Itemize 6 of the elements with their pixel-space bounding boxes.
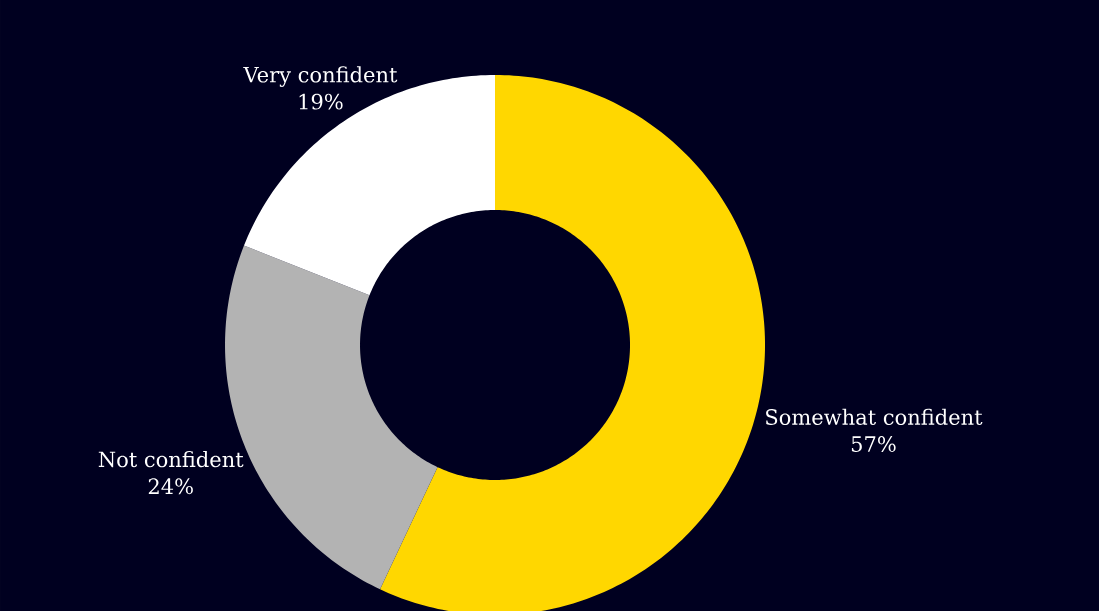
slice-label: Not confident — [98, 450, 244, 468]
slice-label: Somewhat confident — [766, 408, 983, 425]
slice-label: Very confident — [243, 66, 398, 87]
data-label: 19% — [299, 93, 343, 110]
data-label: 57% — [851, 436, 896, 452]
data-label: 24% — [148, 478, 193, 495]
